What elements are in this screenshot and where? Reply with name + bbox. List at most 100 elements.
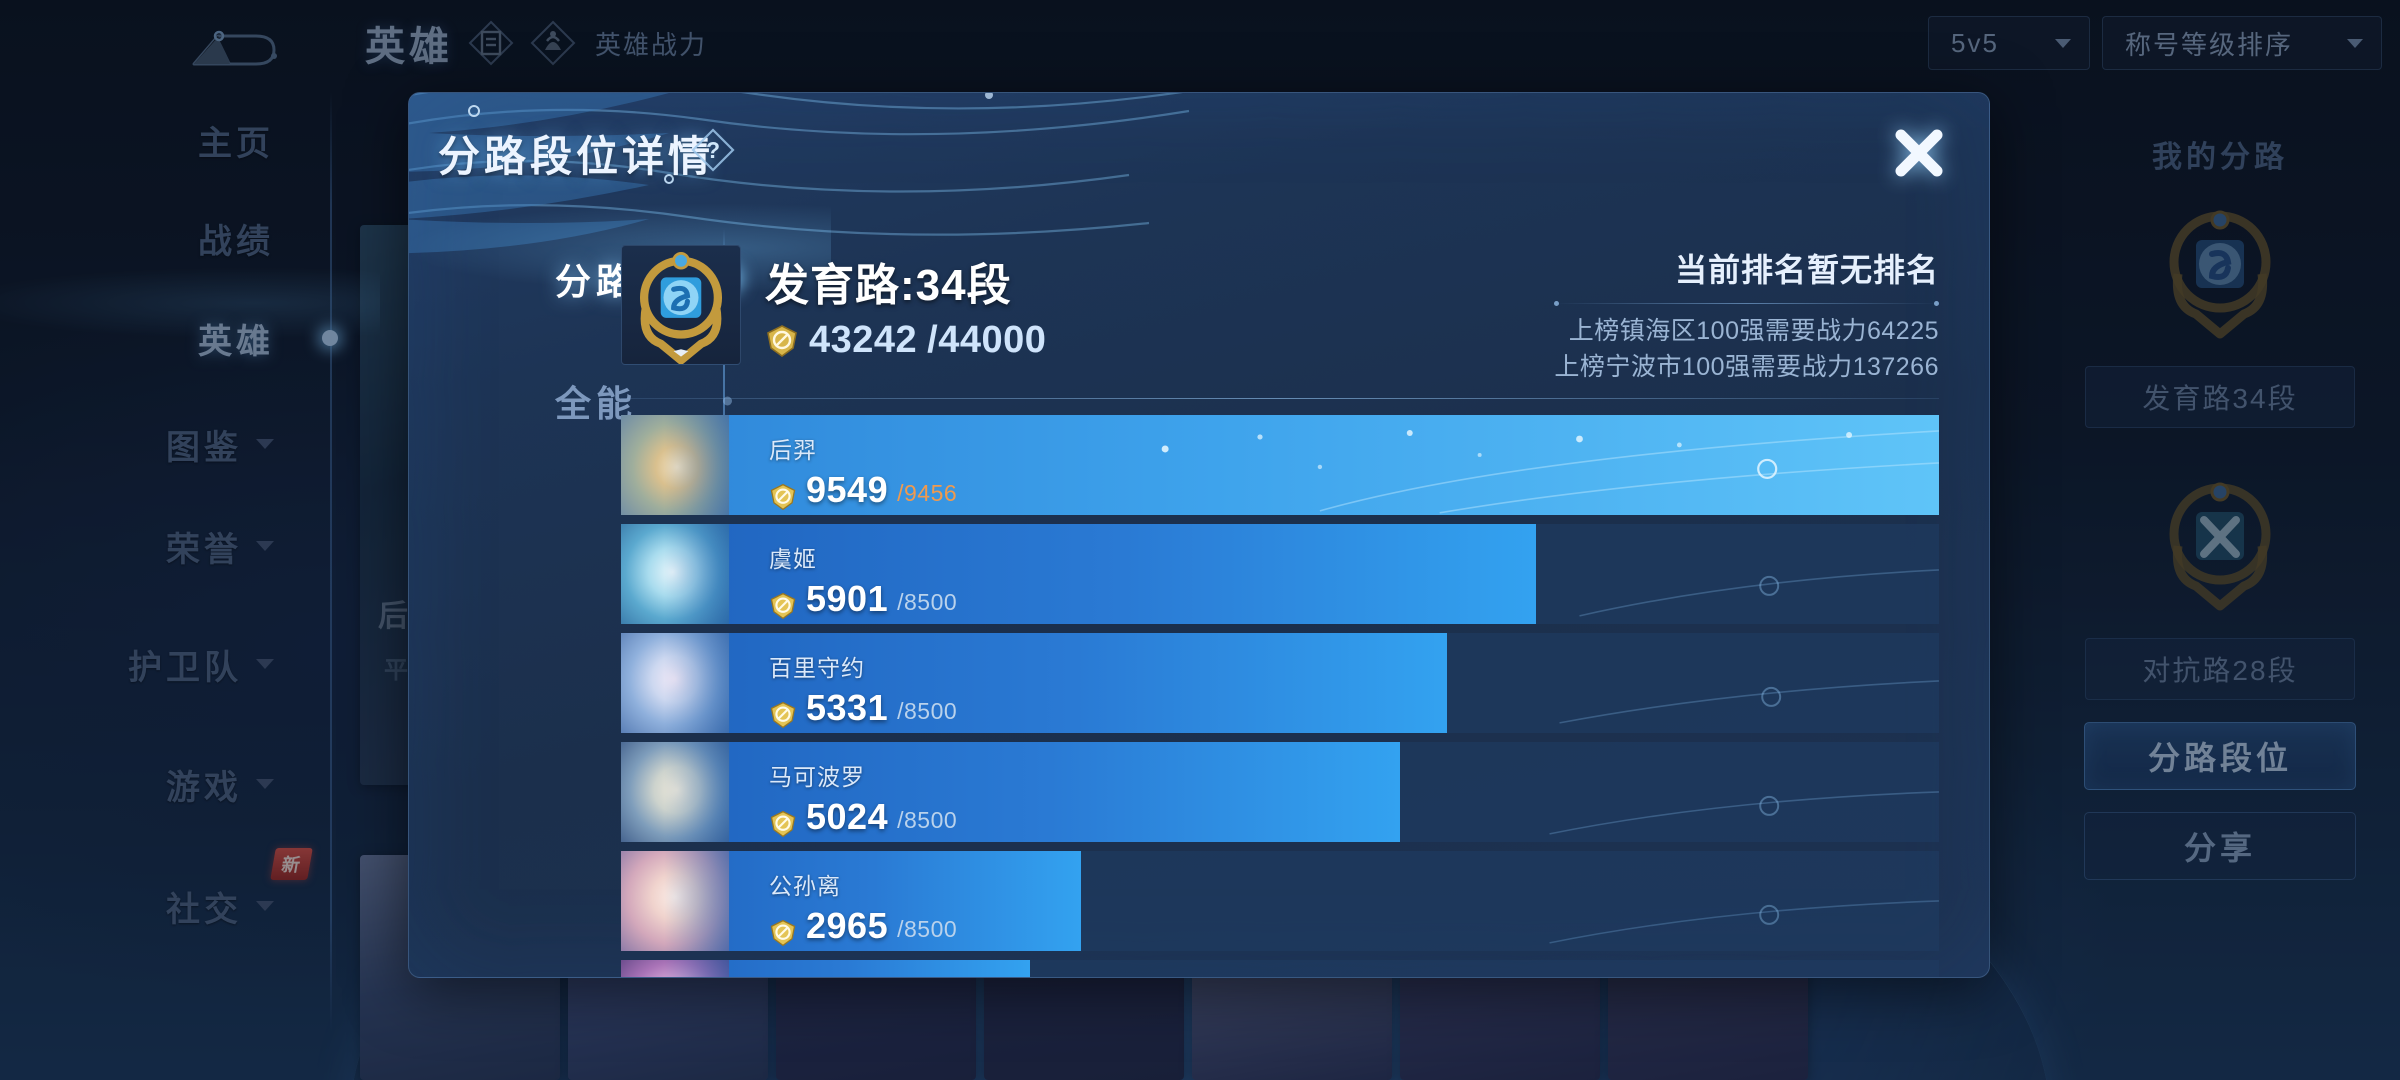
hero-name: 后羿 [769,437,817,463]
top-title-group: 英雄 英雄战力 [365,14,707,72]
power-shield-icon [769,810,797,838]
hero-row[interactable]: 虞姬 5901 /8500 [621,524,1939,624]
hero-row-info: 后羿 9549 /9456 [769,431,957,511]
share-button[interactable]: 分享 [2084,812,2356,880]
sidebar-item-social[interactable]: 新 社交 [0,848,330,942]
hero-power-value: 5331 [806,687,889,728]
sidebar-item-heroes[interactable]: 英雄 [0,302,330,374]
sidebar-item-label: 战绩 [198,222,274,261]
power-shield-icon [765,324,799,358]
sidebar-item-label: 图鉴 [166,428,242,467]
hero-row-info: 公孙离 2965 /8500 [769,867,957,947]
hero-skin-art [621,524,729,624]
modal-header-text: 发育路:34段 43242/44000 [765,249,1046,362]
chevron-down-icon [256,439,274,449]
chevron-down-icon [2347,38,2363,48]
sidebar-item-home[interactable]: 主页 [0,104,330,176]
ranking-note-district: 上榜镇海区100强需要战力64225 [1568,317,1939,345]
power-shield-icon [769,701,797,729]
top-bar: 英雄 英雄战力 5v5 [0,0,2400,88]
hero-row[interactable]: 马可波罗 5024 /8500 [621,742,1939,842]
hero-power-max: /8500 [897,589,958,615]
power-shield-icon [769,483,797,511]
tab-label: 分路 [554,261,637,302]
hero-power-row: 2965 /8500 [769,905,957,947]
hero-power-max: /8500 [897,807,958,833]
hero-power-value: 9549 [806,469,889,510]
hero-power-value: 5901 [806,578,889,619]
hero-row[interactable]: 百里守约 5331 /8500 [621,633,1939,733]
sidebar-item-label: 荣誉 [166,530,242,569]
mode-select[interactable]: 5v5 [1928,16,2090,70]
hero-power-max: /8500 [897,698,958,724]
hero-power-max: /9456 [897,480,958,506]
hero-name: 公孙离 [769,873,841,899]
hero-row[interactable] [621,960,1939,977]
sidebar-item-codex[interactable]: 图鉴 [0,408,330,480]
sidebar-item-game[interactable]: 游戏 [0,748,330,820]
lane-power-max: /44000 [927,319,1047,361]
hero-portrait-houyi [621,415,729,515]
rank-badge-icon[interactable] [529,19,577,67]
list-icon[interactable] [467,19,515,67]
lane-rank-label: 发育路34段 [2085,366,2355,428]
sidebar-item-guard-team[interactable]: 护卫队 [0,628,330,700]
hero-power-row: 5901 /8500 [769,578,957,620]
hero-name: 虞姬 [769,546,817,572]
back-button[interactable] [178,20,288,72]
svg-text:?: ? [706,137,720,163]
lane-rank-title: 发育路:34段 [765,261,1012,310]
hero-portrait-yuji [621,524,729,624]
lane-rank-detail-modal: 分路 全能 发育路:34 [408,92,1990,978]
tab-label: 全能 [554,383,637,424]
chevron-down-icon [256,779,274,789]
hero-power-value: 5024 [806,796,889,837]
hero-portrait-partial [621,960,729,977]
sidebar-item-label: 主页 [198,124,274,163]
modal-title: 分路段位详情 [438,133,715,180]
sidebar-item-honor[interactable]: 荣誉 [0,510,330,582]
sort-select[interactable]: 称号等级排序 [2102,16,2382,70]
hero-skin-art [621,415,729,515]
ranking-note-city: 上榜宁波市100强需要战力137266 [1554,352,1939,381]
top-subtitle: 英雄战力 [595,29,708,60]
back-arrow-icon [192,30,277,66]
hero-portrait-gongsunli [621,851,729,951]
hero-row-info: 百里守约 5331 /8500 [769,649,957,729]
sidebar-item-label: 游戏 [166,768,242,807]
hero-skin-art [621,960,729,977]
right-panel-title: 我的分路 [2152,141,2288,174]
hero-power-max: /8500 [897,916,958,942]
power-shield-icon [769,919,797,947]
hero-power-row: 9549 /9456 [769,469,957,511]
hero-row[interactable]: 公孙离 2965 /8500 [621,851,1939,951]
hero-row[interactable]: 后羿 9549 /9456 [621,415,1939,515]
chevron-down-icon [2055,38,2071,48]
sidebar-item-records[interactable]: 战绩 [0,202,330,274]
close-button[interactable] [1877,111,1961,195]
lane-power-row: 43242/44000 [765,319,1046,362]
hero-skin-art [621,742,729,842]
help-question-icon[interactable]: ? [690,127,736,173]
list-divider [621,398,1939,399]
lane-badge-farm-icon [621,245,741,365]
hero-name: 百里守约 [769,655,865,681]
tab-allround[interactable]: 全能 [471,369,732,433]
sidebar-item-label: 社交 [166,890,242,929]
sidebar-item-label: 英雄 [198,322,274,361]
lane-rank-button[interactable]: 分路段位 [2084,722,2356,790]
lane-power-current: 43242 [809,319,918,361]
chevron-down-icon [256,659,274,669]
ranking-divider [1554,301,1939,306]
page-title: 英雄 [365,25,453,69]
hero-power-bar-fill [621,524,1536,624]
hero-power-list[interactable]: 后羿 9549 /9456 [621,415,1939,977]
lane-badge-clash-icon [2156,474,2284,616]
sort-select-value: 称号等级排序 [2125,29,2294,60]
modal-ranking-block: 当前排名暂无排名 上榜镇海区100强需要战力64225 上榜宁波市100强需要战… [1554,245,1939,385]
hero-skin-art [621,633,729,733]
lane-badge-farm-icon [2156,202,2284,344]
sidebar-item-label: 护卫队 [128,648,242,687]
hero-power-bar-fill [621,633,1448,733]
